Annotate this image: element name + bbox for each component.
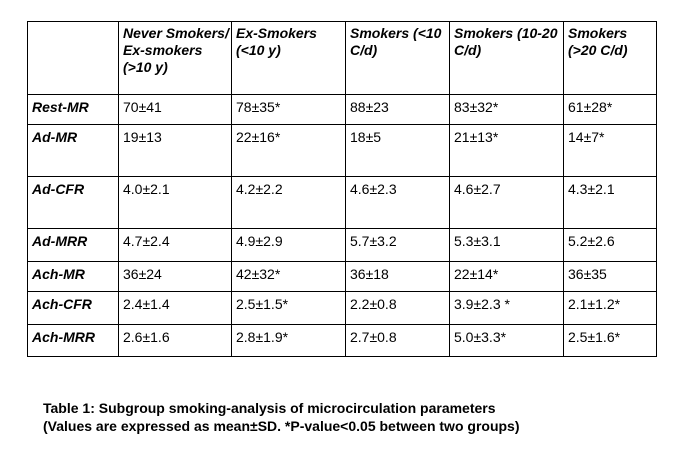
table-cell: 70±41 bbox=[118, 94, 232, 125]
table-row: Ad-MR 19±13 22±16* 18±5 21±13* 14±7* bbox=[27, 124, 657, 177]
table-cell: 42±32* bbox=[231, 261, 346, 292]
table-cell: 18±5 bbox=[345, 124, 450, 177]
table-row: Ach-MR 36±24 42±32* 36±18 22±14* 36±35 bbox=[27, 261, 657, 292]
table-row: Ad-CFR 4.0±2.1 4.2±2.2 4.6±2.3 4.6±2.7 4… bbox=[27, 176, 657, 229]
column-header-smokers-10-20: Smokers (10-20 C/d) bbox=[449, 21, 564, 95]
table-cell: 2.7±0.8 bbox=[345, 324, 450, 357]
table-cell: 21±13* bbox=[449, 124, 564, 177]
table-caption: Table 1: Subgroup smoking-analysis of mi… bbox=[43, 399, 520, 435]
table-cell: 36±24 bbox=[118, 261, 232, 292]
table-row: Rest-MR 70±41 78±35* 88±23 83±32* 61±28* bbox=[27, 94, 657, 125]
table-row: Ach-MRR 2.6±1.6 2.8±1.9* 2.7±0.8 5.0±3.3… bbox=[27, 324, 657, 357]
table-cell: 2.4±1.4 bbox=[118, 291, 232, 325]
row-label: Rest-MR bbox=[27, 94, 119, 125]
table-cell: 78±35* bbox=[231, 94, 346, 125]
results-table: Never Smokers/ Ex-smokers (>10 y) Ex-Smo… bbox=[27, 21, 657, 357]
table-cell: 14±7* bbox=[563, 124, 657, 177]
caption-title: Table 1: Subgroup smoking-analysis of mi… bbox=[43, 400, 496, 416]
table-cell: 2.5±1.6* bbox=[563, 324, 657, 357]
table-cell: 4.6±2.7 bbox=[449, 176, 564, 229]
table-cell: 2.8±1.9* bbox=[231, 324, 346, 357]
table-cell: 3.9±2.3 * bbox=[449, 291, 564, 325]
table-cell: 36±18 bbox=[345, 261, 450, 292]
row-label: Ad-CFR bbox=[27, 176, 119, 229]
table-cell: 4.6±2.3 bbox=[345, 176, 450, 229]
row-label: Ad-MRR bbox=[27, 228, 119, 262]
table-cell: 22±16* bbox=[231, 124, 346, 177]
column-header-smokers-gt20: Smokers (>20 C/d) bbox=[563, 21, 657, 95]
table-cell: 5.7±3.2 bbox=[345, 228, 450, 262]
row-label: Ach-MR bbox=[27, 261, 119, 292]
table-row: Ad-MRR 4.7±2.4 4.9±2.9 5.7±3.2 5.3±3.1 5… bbox=[27, 228, 657, 262]
table-cell: 2.1±1.2* bbox=[563, 291, 657, 325]
table-cell: 4.9±2.9 bbox=[231, 228, 346, 262]
table-cell: 83±32* bbox=[449, 94, 564, 125]
table-cell: 22±14* bbox=[449, 261, 564, 292]
row-label: Ach-MRR bbox=[27, 324, 119, 357]
table-cell: 2.2±0.8 bbox=[345, 291, 450, 325]
table-cell: 4.3±2.1 bbox=[563, 176, 657, 229]
row-label: Ad-MR bbox=[27, 124, 119, 177]
table-cell: 5.0±3.3* bbox=[449, 324, 564, 357]
table-cell: 4.0±2.1 bbox=[118, 176, 232, 229]
header-row: Never Smokers/ Ex-smokers (>10 y) Ex-Smo… bbox=[27, 21, 657, 95]
table-cell: 4.2±2.2 bbox=[231, 176, 346, 229]
column-header-ex-smokers: Ex-Smokers (<10 y) bbox=[231, 21, 346, 95]
caption-note: (Values are expressed as mean±SD. *P-val… bbox=[43, 418, 520, 434]
table-cell: 88±23 bbox=[345, 94, 450, 125]
table-cell: 5.2±2.6 bbox=[563, 228, 657, 262]
table-cell: 4.7±2.4 bbox=[118, 228, 232, 262]
table-cell: 2.6±1.6 bbox=[118, 324, 232, 357]
row-label: Ach-CFR bbox=[27, 291, 119, 325]
column-header-never-smokers: Never Smokers/ Ex-smokers (>10 y) bbox=[118, 21, 232, 95]
table-cell: 19±13 bbox=[118, 124, 232, 177]
table-cell: 61±28* bbox=[563, 94, 657, 125]
table-row: Ach-CFR 2.4±1.4 2.5±1.5* 2.2±0.8 3.9±2.3… bbox=[27, 291, 657, 325]
table-cell: 5.3±3.1 bbox=[449, 228, 564, 262]
table-cell: 36±35 bbox=[563, 261, 657, 292]
table-cell: 2.5±1.5* bbox=[231, 291, 346, 325]
column-header-smokers-lt10: Smokers (<10 C/d) bbox=[345, 21, 450, 95]
column-header-empty bbox=[27, 21, 119, 95]
